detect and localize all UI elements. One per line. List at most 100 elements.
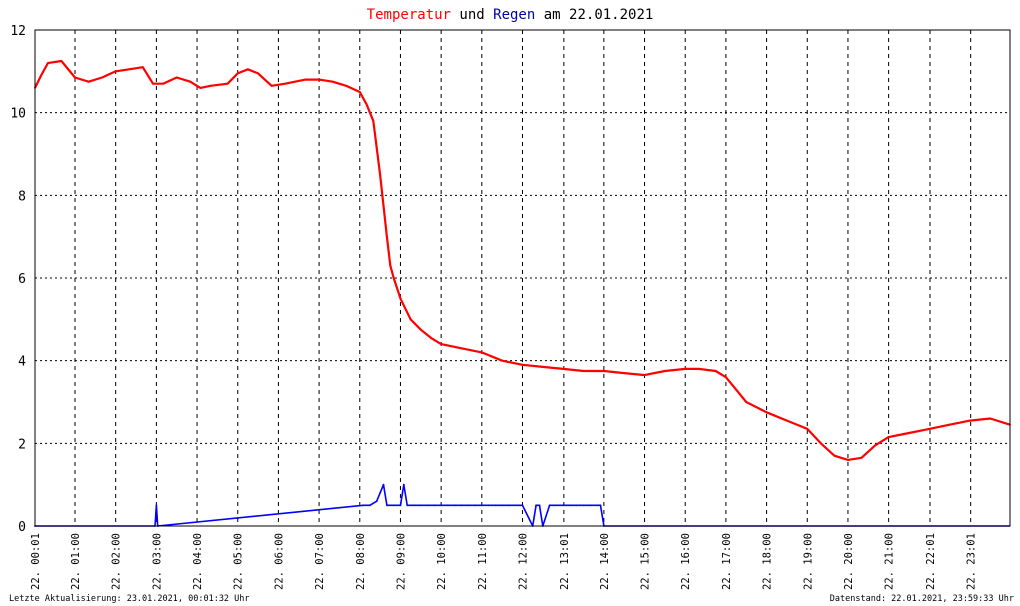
x-tick-label: 22. 21:00: [884, 533, 896, 590]
rain-point: [362, 504, 365, 507]
rain-point: [596, 504, 598, 507]
temperature-point: [745, 401, 748, 403]
temperature-point: [735, 388, 737, 391]
temperature-point: [684, 368, 687, 370]
rain-point: [589, 504, 592, 507]
temperature-point: [860, 456, 863, 459]
x-tick-label: 22. 08:00: [355, 533, 367, 590]
temperature-point: [714, 370, 717, 372]
rain-point: [392, 504, 395, 507]
rain-point: [538, 504, 541, 507]
temperature-point: [152, 82, 154, 85]
temperature-point: [226, 82, 229, 85]
temperature-point: [372, 120, 375, 122]
temperature-point: [989, 417, 992, 420]
chart-title: Temperatur und Regen am 22.01.2021: [367, 7, 654, 23]
rain-point: [575, 504, 578, 507]
temperature-point: [460, 347, 463, 350]
x-tick-label: 22. 23:01: [966, 533, 978, 590]
temperature-point: [365, 103, 368, 106]
y-tick-label: 12: [10, 24, 26, 39]
temperature-point: [175, 76, 178, 79]
x-tick-label: 22. 14:00: [599, 533, 611, 590]
y-tick-label: 8: [18, 189, 26, 204]
temperature-point: [331, 80, 334, 83]
rain-point: [494, 504, 497, 507]
temperature-point: [480, 351, 483, 354]
temperature-point: [623, 372, 626, 374]
temperature-point: [128, 68, 131, 71]
x-tick-label: 22. 10:00: [436, 533, 448, 590]
x-tick-label: 22. 13:01: [559, 533, 571, 590]
temperature-point: [47, 62, 49, 64]
temperature-point: [345, 84, 348, 87]
temperature-point: [386, 235, 388, 238]
temperature-point: [189, 80, 192, 83]
temperature-point: [379, 173, 381, 176]
rain-point: [569, 504, 571, 507]
x-tick-label: 22. 09:00: [395, 533, 407, 590]
temperature-point: [74, 76, 76, 79]
rain-point: [447, 504, 449, 507]
temperature-point: [725, 376, 727, 379]
x-tick-labels: 22. 00:01 22. 01:00 22. 02:00 22. 03:00 22. …: [30, 533, 978, 590]
temperature-point: [209, 84, 212, 87]
rain-point: [474, 504, 476, 507]
temperature-point: [304, 78, 307, 81]
x-tick-label: 22. 22:01: [925, 533, 937, 590]
footer-data-status: Datenstand: 22.01.2021, 23:59:33 Uhr: [830, 594, 1014, 604]
title-und: und: [459, 7, 484, 23]
rain-point: [501, 504, 504, 507]
temperature-point: [928, 428, 931, 430]
plot-frame: [34, 29, 1011, 527]
temperature-point: [358, 91, 361, 93]
x-tick-label: 22. 05:00: [233, 533, 245, 590]
rain-point: [508, 504, 510, 507]
temperature-point: [501, 359, 504, 362]
temperature-point: [908, 432, 910, 434]
rain-point: [413, 504, 415, 507]
rain-point: [399, 504, 402, 507]
temperature-point: [887, 436, 890, 438]
x-tick-label: 22. 07:00: [314, 533, 326, 590]
temperature-point: [419, 328, 422, 331]
title-temperatur: Temperatur: [367, 7, 451, 23]
temperature-point: [440, 343, 442, 345]
rain-point: [562, 504, 565, 507]
y-tick-label: 6: [18, 272, 26, 287]
temperature-point: [247, 68, 249, 71]
rain-point: [453, 504, 456, 507]
temperature-point: [60, 60, 63, 62]
temperature-point: [833, 454, 836, 457]
temperature-point: [664, 370, 666, 372]
x-tick-label: 22. 02:00: [111, 533, 123, 590]
title-date: 22.01.2021: [569, 7, 653, 23]
x-tick-label: 22. 20:00: [843, 533, 855, 590]
grid-layer: [35, 30, 1010, 526]
title-am: am: [544, 7, 561, 23]
temperature-point: [399, 297, 402, 300]
rain-point: [379, 492, 381, 494]
temperature-series: [34, 59, 1011, 461]
rain-point: [480, 504, 483, 507]
temperature-point: [409, 318, 412, 321]
rain-point: [599, 504, 602, 507]
temperature-point: [541, 366, 544, 368]
rain-point: [406, 504, 409, 507]
temperature-line: [34, 59, 1011, 461]
rain-point: [555, 504, 558, 507]
temperature-point: [969, 419, 971, 422]
x-tick-label: 22. 19:00: [802, 533, 814, 590]
temperature-point: [430, 337, 432, 339]
temperature-point: [162, 82, 165, 85]
rain-point: [582, 504, 585, 507]
rain-point: [419, 504, 422, 507]
y-tick-label: 0: [18, 520, 26, 535]
temperature-point: [141, 66, 144, 69]
x-tick-label: 22. 04:00: [192, 533, 204, 590]
rain-point: [402, 483, 405, 486]
temperature-point: [697, 368, 700, 370]
x-tick-label: 22. 18:00: [762, 533, 774, 590]
y-tick-label: 2: [18, 437, 26, 452]
